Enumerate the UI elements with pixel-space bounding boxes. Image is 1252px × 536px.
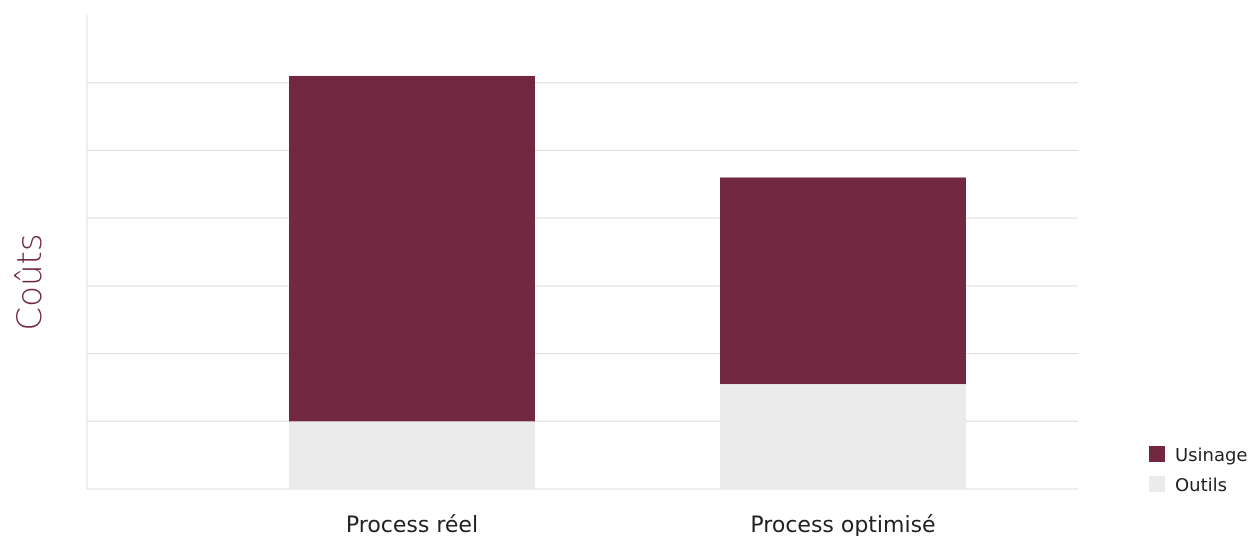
bar-outils-1 [289,421,535,489]
legend-swatch-usinage [1149,446,1165,462]
legend-label-usinage: Usinage [1175,445,1248,466]
legend: Usinage Outils [1149,445,1248,496]
bar-usinage-2 [720,177,966,385]
y-axis-label: Coûts [10,233,50,330]
x-tick-label: Process optimisé [750,513,935,536]
bars [289,75,966,489]
bar-usinage-1 [289,75,535,422]
bar-outils-2 [720,384,966,489]
x-tick-labels: Process réel Process optimisé [346,513,936,536]
x-tick-label: Process réel [346,513,478,536]
legend-label-outils: Outils [1175,475,1227,496]
legend-swatch-outils [1149,476,1165,492]
